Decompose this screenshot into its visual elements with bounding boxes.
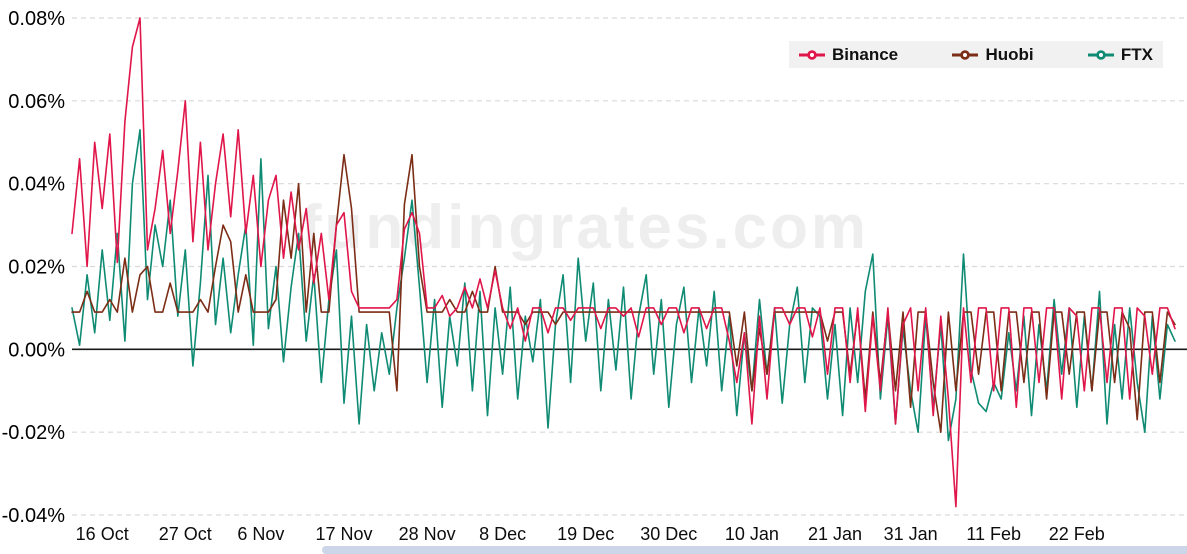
y-tick-label: 0.02% [8,257,65,279]
x-tick-label: 22 Feb [1049,524,1105,544]
x-tick-label: 6 Nov [237,524,284,544]
y-tick-label: -0.02% [2,422,66,444]
x-tick-label: 27 Oct [159,524,212,544]
x-tick-label: 19 Dec [557,524,614,544]
series-line-huobi [71,153,1176,433]
x-tick-label: 16 Oct [76,524,129,544]
x-tick-label: 11 Feb [966,524,1021,544]
legend: Binance Huobi FTX [789,41,1163,68]
legend-label: Huobi [985,45,1034,64]
horizontal-scrollbar-thumb[interactable] [322,546,1187,554]
x-tick-label: 17 Nov [315,524,372,544]
x-tick-label: 28 Nov [399,524,456,544]
legend-item-huobi[interactable]: Huobi [952,45,1034,64]
y-tick-label: 0.04% [8,174,65,196]
watermark: fundingrates.com [300,193,870,262]
legend-label: Binance [832,45,899,64]
legend-item-ftx[interactable]: FTX [1087,45,1153,64]
x-tick-label: 8 Dec [479,524,526,544]
y-tick-label: 0.08% [8,8,65,30]
x-tick-label: 21 Jan [808,524,862,544]
y-tick-label: 0.06% [8,91,65,113]
y-tick-label: 0.00% [8,339,65,361]
legend-marker-icon [799,49,825,60]
legend-label: FTX [1120,45,1153,64]
legend-marker-icon [952,49,979,60]
x-tick-label: 31 Jan [884,524,938,544]
series-line-binance [71,17,1176,508]
y-tick-label: -0.04% [2,505,66,527]
x-tick-label: 30 Dec [640,524,697,544]
legend-item-binance[interactable]: Binance [799,46,898,63]
x-tick-label: 10 Jan [725,524,779,544]
legend-marker-icon [1087,49,1114,60]
series-line-ftx [71,129,1176,442]
